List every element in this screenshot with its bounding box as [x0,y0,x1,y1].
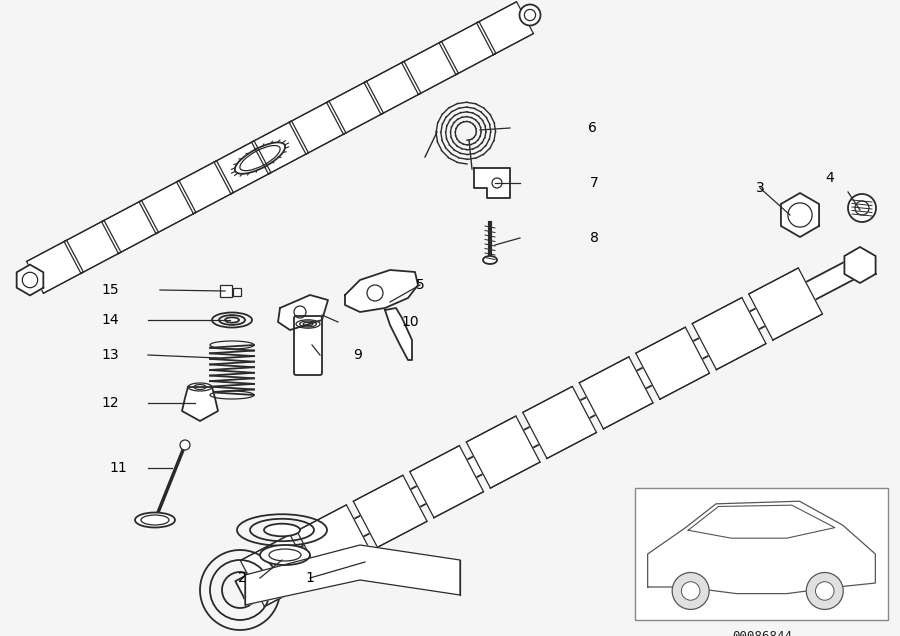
Text: 4: 4 [825,171,834,185]
Circle shape [806,572,843,609]
Polygon shape [648,501,876,593]
Circle shape [519,4,541,25]
Polygon shape [64,220,121,273]
Polygon shape [466,416,540,488]
Polygon shape [182,387,218,421]
Polygon shape [781,193,819,237]
Polygon shape [474,168,510,198]
Ellipse shape [483,256,497,264]
Polygon shape [252,121,309,174]
Polygon shape [327,81,383,134]
Bar [233,288,241,296]
Polygon shape [27,240,84,293]
Ellipse shape [260,545,310,565]
Polygon shape [635,327,709,399]
Polygon shape [580,357,653,429]
Polygon shape [214,141,271,194]
Polygon shape [245,545,460,605]
Text: 6: 6 [588,121,597,135]
Circle shape [815,582,834,600]
Polygon shape [385,308,412,360]
Text: 14: 14 [101,313,119,327]
Polygon shape [364,61,421,114]
Polygon shape [297,505,371,577]
Circle shape [180,440,190,450]
Polygon shape [410,446,483,518]
Text: 10: 10 [401,315,419,329]
Ellipse shape [225,317,239,322]
Polygon shape [354,475,427,548]
Text: 12: 12 [101,396,119,410]
Polygon shape [176,161,233,214]
Text: 00086844: 00086844 [732,630,792,636]
Text: 1: 1 [306,571,314,585]
Circle shape [681,582,700,600]
Text: 8: 8 [590,231,598,245]
Polygon shape [27,9,534,286]
Bar [220,285,232,297]
Polygon shape [140,181,196,233]
Polygon shape [692,298,766,370]
Text: 11: 11 [109,461,127,475]
Text: 7: 7 [590,176,598,190]
Polygon shape [345,270,418,312]
Circle shape [672,572,709,609]
Polygon shape [477,2,534,55]
Polygon shape [17,265,43,295]
Text: 2: 2 [238,571,247,585]
Ellipse shape [264,523,300,536]
Polygon shape [289,101,346,154]
Polygon shape [523,387,597,459]
Polygon shape [749,268,823,340]
Text: 9: 9 [354,348,363,362]
Polygon shape [844,247,876,283]
Text: 15: 15 [101,283,119,297]
Polygon shape [240,534,314,607]
Circle shape [848,194,876,222]
Polygon shape [236,256,865,599]
Text: 13: 13 [101,348,119,362]
Polygon shape [439,22,496,74]
Bar [635,488,888,620]
Polygon shape [401,41,458,95]
Text: 5: 5 [416,278,425,292]
FancyBboxPatch shape [294,316,322,375]
Ellipse shape [135,513,175,527]
Polygon shape [102,200,158,254]
Polygon shape [278,295,328,330]
Text: 3: 3 [756,181,764,195]
